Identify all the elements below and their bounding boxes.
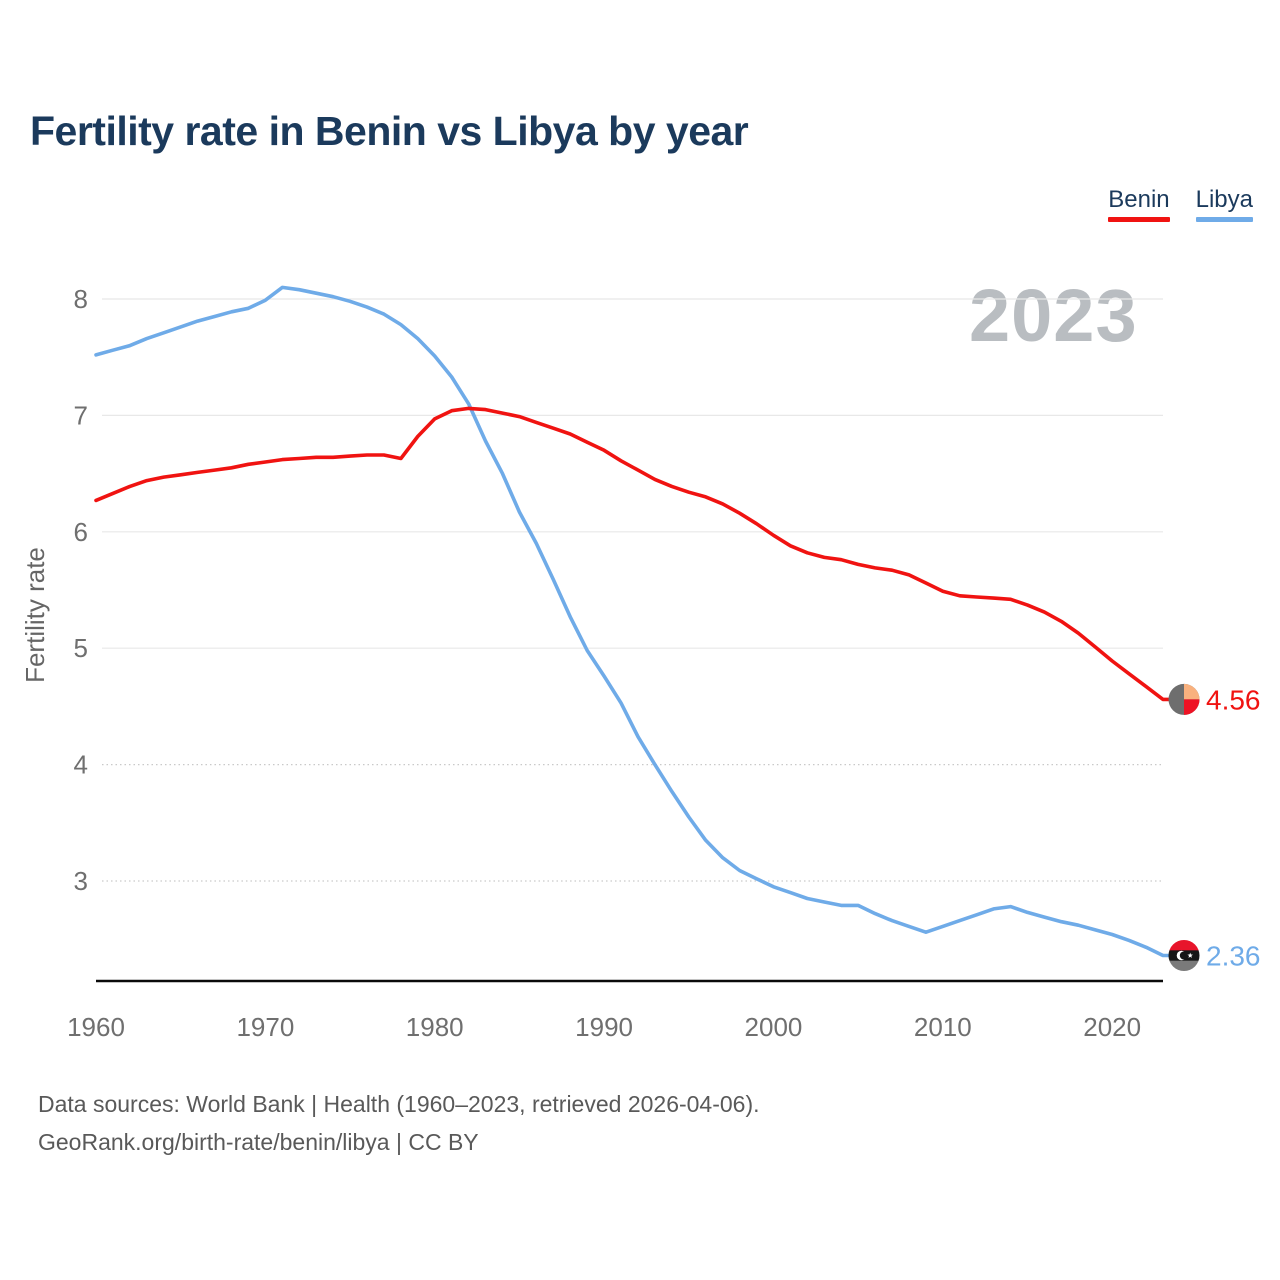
page-title: Fertility rate in Benin vs Libya by year	[30, 108, 749, 154]
x-tick-label-2020: 2020	[1083, 1012, 1141, 1042]
legend-item-libya[interactable]: Libya	[1195, 186, 1253, 222]
end-value-label-benin: 4.56	[1206, 684, 1261, 715]
benin-flag-icon	[1184, 683, 1200, 700]
legend: Benin Libya	[1108, 186, 1253, 222]
end-value-label-libya: 2.36	[1206, 940, 1261, 971]
series-line-libya	[94, 285, 1173, 958]
star-icon	[1187, 952, 1193, 958]
x-tick-label-2000: 2000	[745, 1012, 803, 1042]
y-tick-label-3: 3	[74, 866, 88, 896]
footer-attribution: GeoRank.org/birth-rate/benin/libya | CC …	[38, 1129, 479, 1155]
y-tick-label-4: 4	[74, 750, 88, 780]
x-tick-label-2010: 2010	[914, 1012, 972, 1042]
legend-label-libya: Libya	[1195, 186, 1253, 213]
legend-item-benin[interactable]: Benin	[1108, 186, 1170, 222]
x-tick-label-1960: 1960	[67, 1012, 125, 1042]
y-tick-label-5: 5	[74, 633, 88, 663]
series-line-benin	[94, 406, 1173, 702]
x-tick-label-1970: 1970	[236, 1012, 294, 1042]
legend-swatch-libya	[1195, 217, 1253, 222]
year-watermark: 2023	[969, 274, 1138, 357]
y-tick-label-8: 8	[74, 284, 88, 314]
libya-flag-band	[1168, 960, 1200, 971]
y-tick-label-7: 7	[74, 400, 88, 430]
crescent-cut	[1179, 951, 1188, 960]
footer: Data sources: World Bank | Health (1960–…	[38, 1085, 760, 1161]
x-tick-label-1980: 1980	[406, 1012, 464, 1042]
legend-label-benin: Benin	[1108, 186, 1170, 213]
y-axis-title: Fertility rate	[20, 547, 50, 683]
footer-sources: Data sources: World Bank | Health (1960–…	[38, 1091, 760, 1117]
benin-flag-icon	[1184, 699, 1200, 715]
legend-swatch-benin	[1108, 217, 1170, 222]
y-tick-label-6: 6	[74, 517, 88, 547]
libya-flag-band	[1168, 939, 1200, 951]
x-tick-label-1990: 1990	[575, 1012, 633, 1042]
libya-flag-icon	[1168, 939, 1200, 971]
